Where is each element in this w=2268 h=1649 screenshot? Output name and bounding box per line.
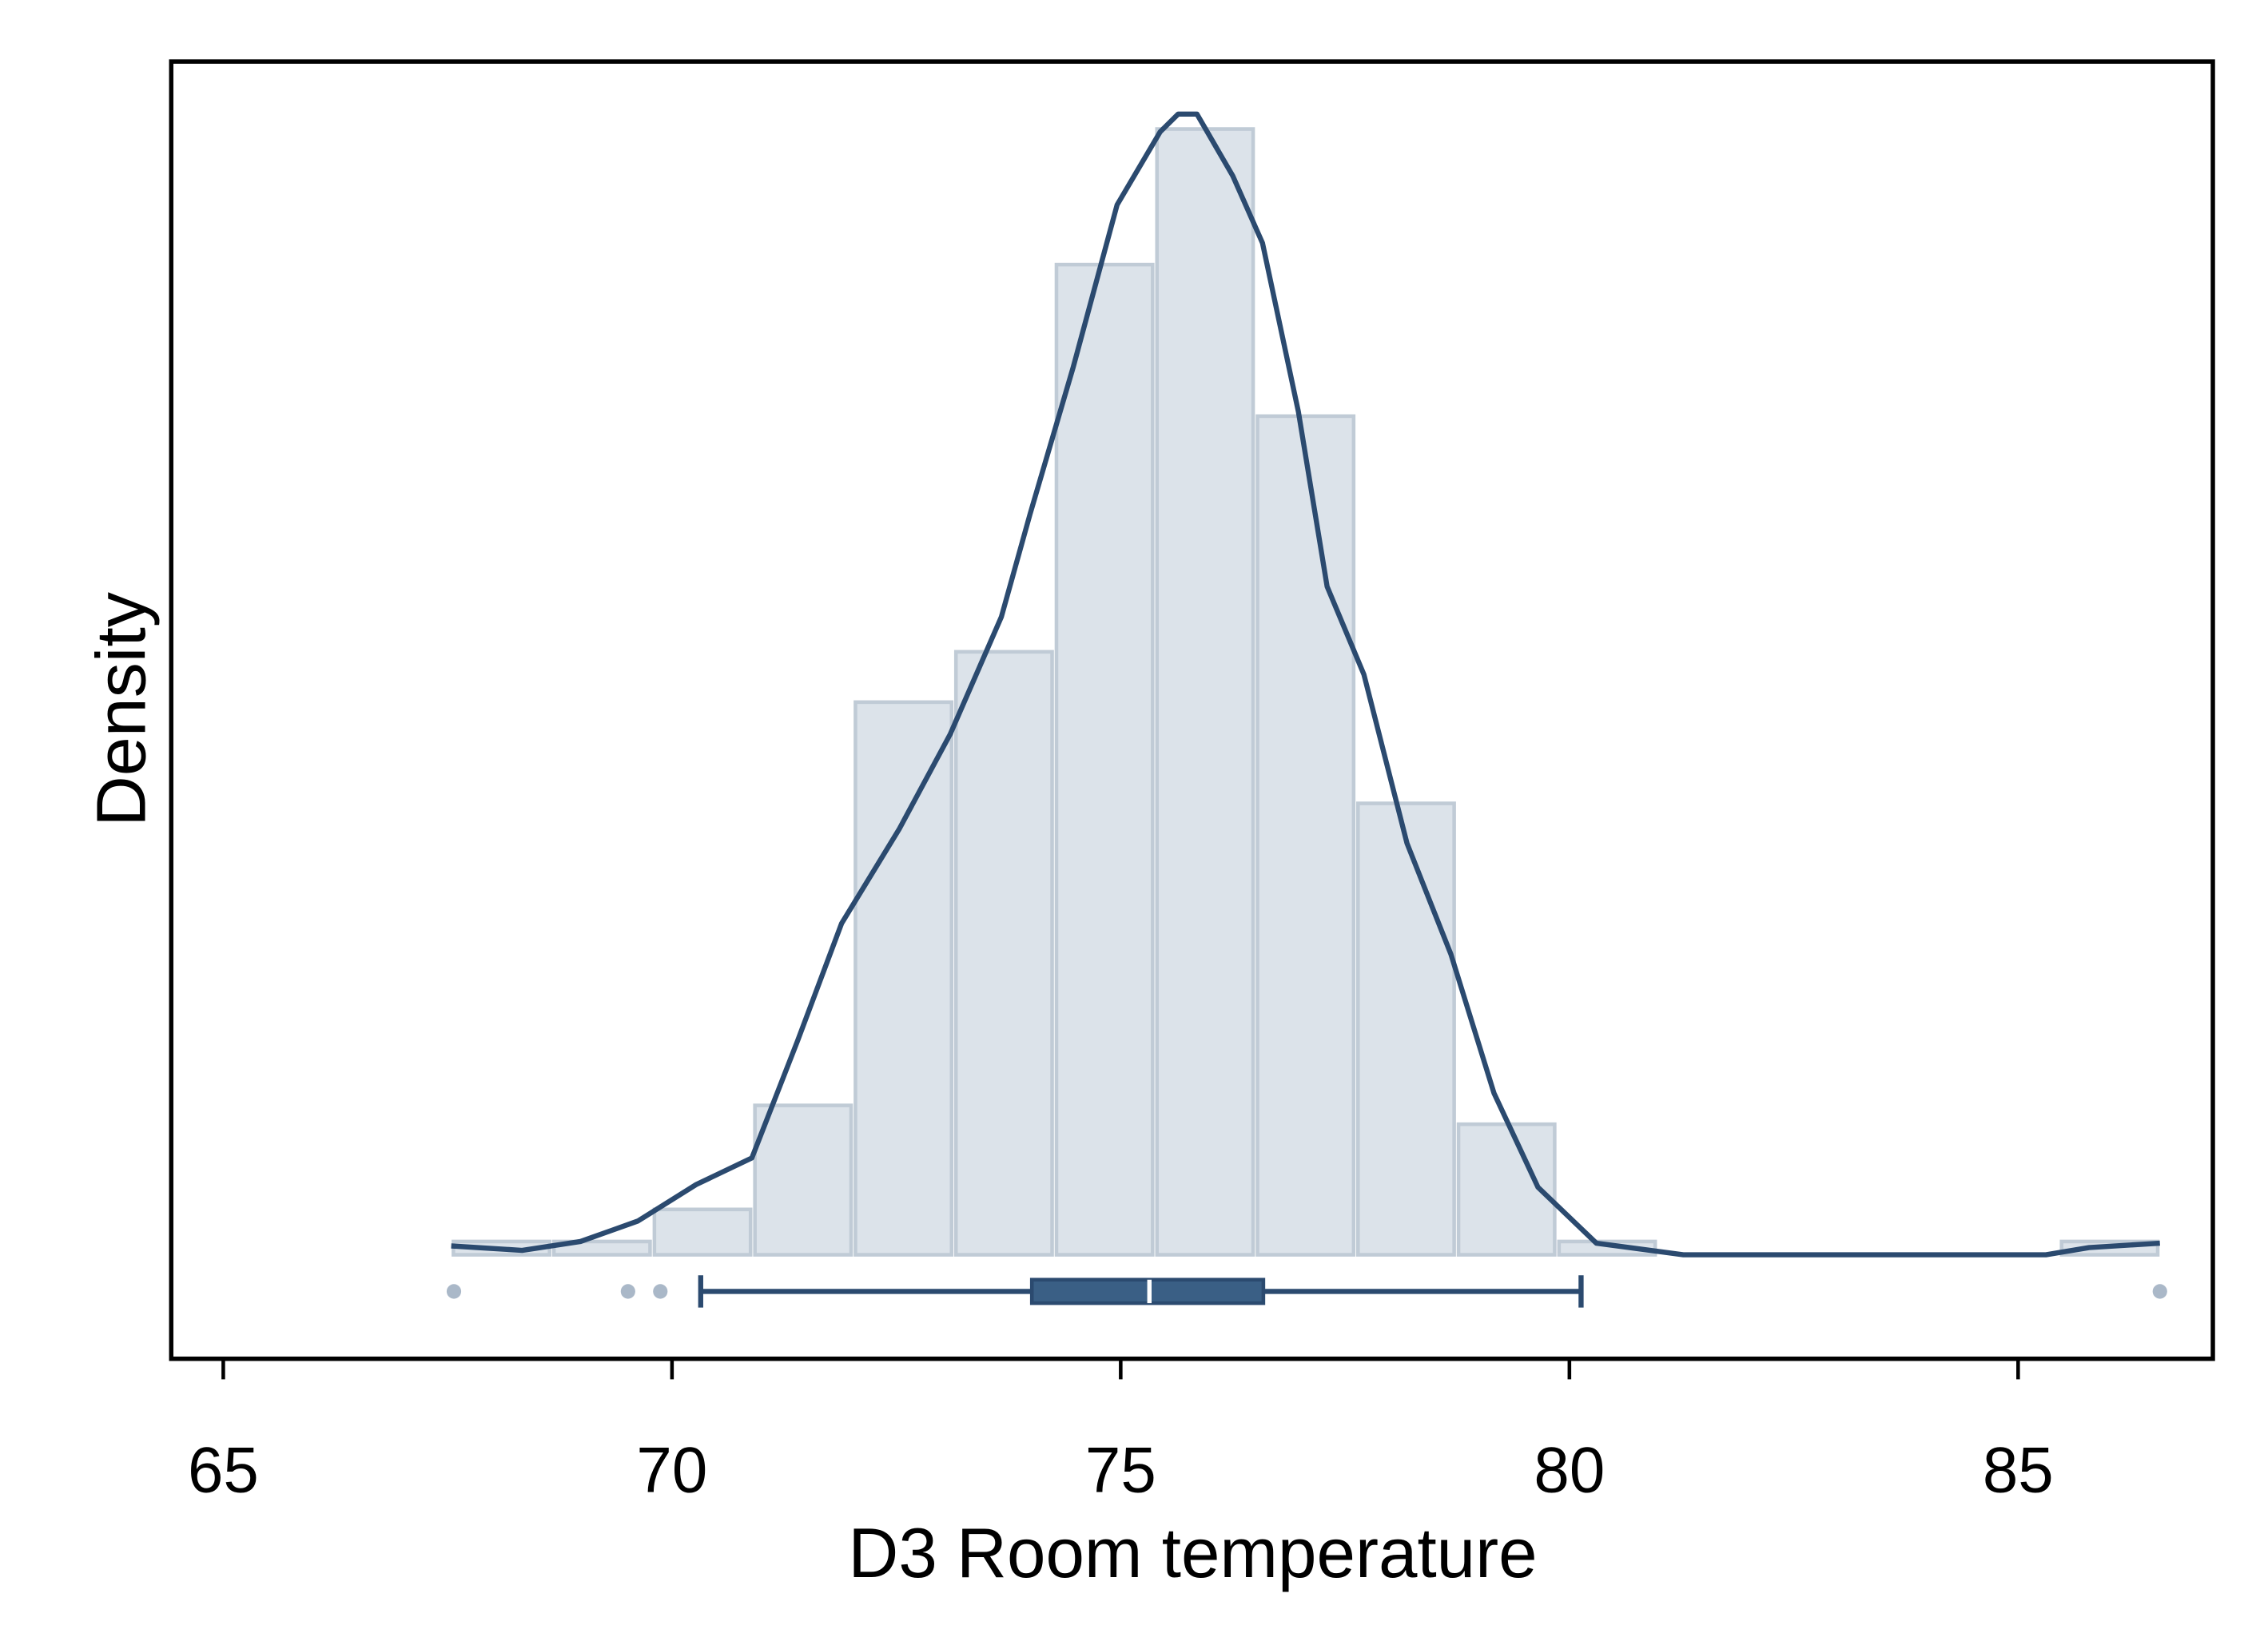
x-tick-label: 85 <box>1983 1434 2054 1506</box>
y-axis-title: Density <box>82 592 160 827</box>
histogram-bar <box>853 700 954 1257</box>
outlier <box>653 1284 668 1299</box>
outlier <box>620 1284 635 1299</box>
x-tick-label: 70 <box>636 1434 707 1506</box>
histogram-bar <box>551 1239 652 1257</box>
x-tick-label: 75 <box>1085 1434 1156 1506</box>
outlier <box>2152 1284 2167 1299</box>
outlier <box>446 1284 462 1299</box>
histogram-bar <box>1155 127 1255 1257</box>
histogram-bar <box>1356 801 1456 1257</box>
x-tick-label: 80 <box>1534 1434 1605 1506</box>
histogram-bar <box>753 1103 853 1257</box>
frame <box>169 59 2215 1361</box>
x-tick-label: 65 <box>188 1434 259 1506</box>
histogram-bar <box>953 650 1054 1257</box>
histogram-bar <box>1054 262 1155 1257</box>
histogram-bar <box>652 1207 753 1257</box>
x-axis-title: D3 Room temperature <box>848 1514 1537 1593</box>
histogram-bar <box>1557 1239 1657 1257</box>
density-curve <box>451 111 2160 1258</box>
histogram-bar <box>1255 414 1356 1257</box>
plot-area <box>446 111 2167 1308</box>
